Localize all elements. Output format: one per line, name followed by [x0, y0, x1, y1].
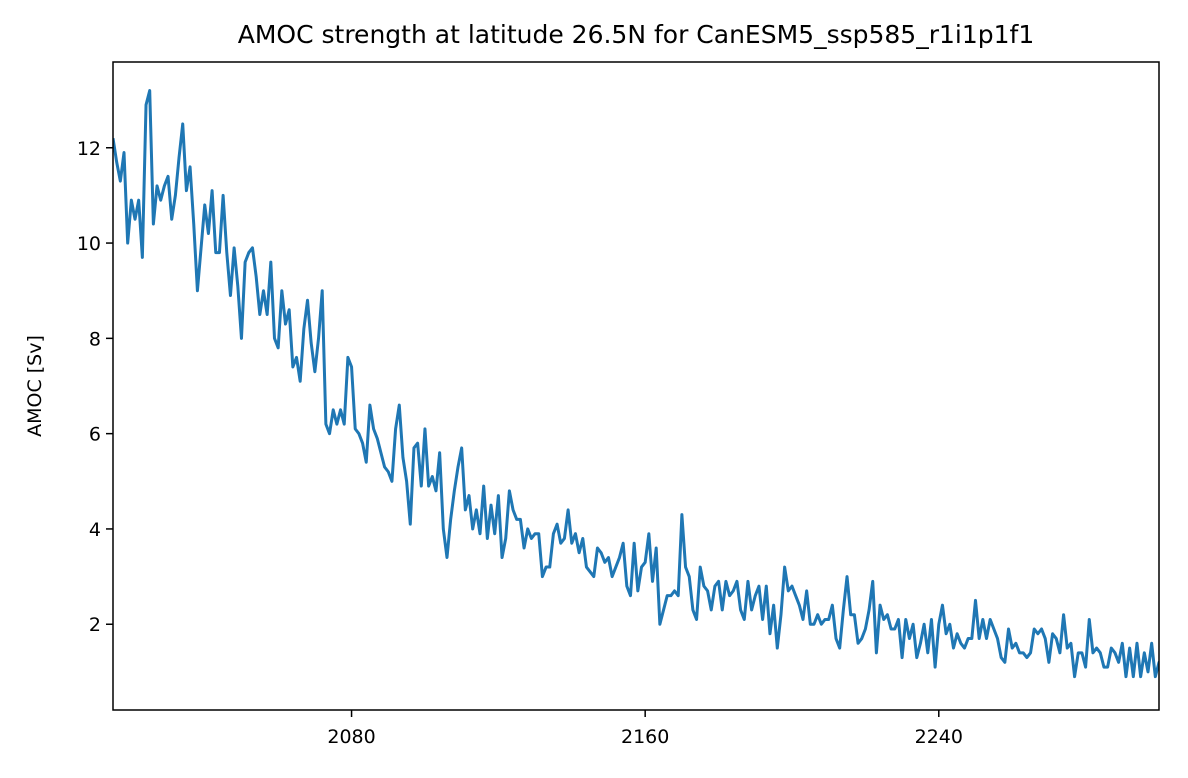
y-tick-label: 4 — [89, 519, 101, 541]
plot-area — [113, 89, 1159, 679]
y-tick-label: 10 — [77, 233, 101, 255]
y-tick-label: 2 — [89, 614, 101, 636]
series-line-0 — [113, 89, 1159, 679]
y-tick-label: 12 — [77, 138, 101, 160]
y-tick-label: 6 — [89, 424, 101, 446]
y-tick-label: 8 — [89, 328, 101, 350]
plot-frame — [112, 61, 1160, 711]
x-tick-label: 2160 — [621, 726, 669, 748]
x-tick-label: 2080 — [327, 726, 375, 748]
chart-title: AMOC strength at latitude 26.5N for CanE… — [238, 20, 1034, 49]
y-axis-label: AMOC [Sv] — [24, 335, 46, 437]
axis-ticks: 2080 2160 2240 2 4 6 8 10 12 — [77, 138, 963, 748]
x-tick-label: 2240 — [915, 726, 963, 748]
